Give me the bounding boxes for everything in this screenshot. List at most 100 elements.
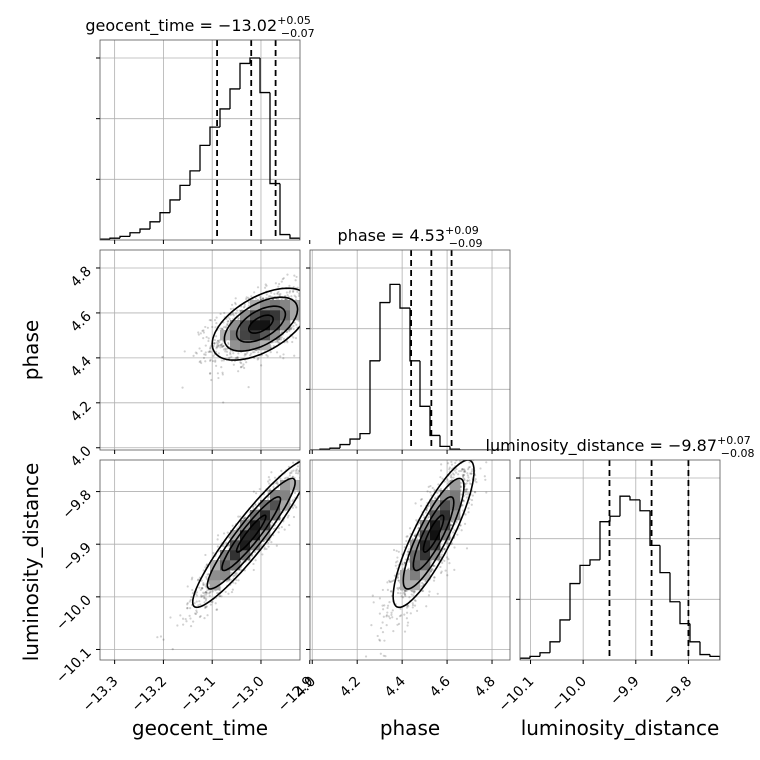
scatter-point [462,474,465,477]
x-tick-label: −9.9 [607,674,642,709]
scatter-point [463,479,466,482]
scatter-point [215,364,218,367]
scatter-point [431,568,434,571]
scatter-point [433,576,436,579]
scatter-point [383,639,386,642]
scatter-point [411,603,415,607]
density-cell [240,550,251,561]
scatter-point [186,603,189,606]
scatter-point [301,323,303,325]
scatter-point [237,317,240,320]
scatter-point [202,331,206,334]
scatter-point [221,373,224,376]
scatter-point [259,297,262,300]
density-cell [250,520,261,531]
scatter-point [412,590,415,593]
scatter-point [242,518,245,521]
scatter-point [280,469,283,472]
scatter-point [216,534,220,537]
scatter-point [303,308,305,310]
scatter-point [222,326,226,329]
scatter-point [403,630,407,633]
scatter-point [208,318,211,322]
scatter-point [198,347,201,350]
grid [100,460,300,660]
scatter-point [466,474,469,477]
scatter-point [296,290,299,293]
histogram-bar [649,510,660,546]
scatter-point [250,295,253,298]
scatter-point [201,586,204,590]
scatter-point [274,340,277,343]
scatter-point [243,352,247,356]
density-cell [250,320,261,331]
panel-phase-vs-geocent-time: 4.0 4.2 4.4 4.6 4.8 phase [19,249,311,470]
scatter-point [467,507,470,510]
histogram-bar [409,308,420,362]
scatter-point [219,327,222,330]
scatter-point [453,469,456,472]
scatter-point [210,378,213,382]
scatter-point [208,582,211,586]
scatter-point [466,488,469,491]
density-cell [410,570,421,581]
scatter-point [441,561,444,564]
scatter-point [405,617,408,620]
scatter-point [301,470,303,472]
scatter-point [415,609,419,612]
scatter-point [420,497,424,501]
scatter-point [395,549,398,552]
scatter-point [216,538,219,541]
scatter-point [450,523,453,526]
scatter-point [275,544,278,547]
histogram-bar [459,449,470,450]
scatter-point [206,589,209,592]
scatter-point [280,338,283,341]
scatter-point [464,493,468,496]
y-tick-label: −10.0 [53,592,95,634]
scatter-point [326,455,328,457]
scatter-point [217,339,220,342]
histogram-bar [559,619,570,642]
scatter-point [393,574,396,577]
scatter-point [269,351,272,354]
scatter-point [197,333,200,336]
scatter-point [240,365,243,369]
scatter-point [447,542,450,545]
y-ticks [306,491,310,650]
scatter-point [257,357,260,360]
scatter-point [247,386,250,389]
y-ticks [96,57,100,180]
scatter-point [386,606,389,610]
scatter-point [396,623,399,626]
scatter-point [243,569,246,572]
scatter-point [314,467,316,469]
scatter-point [214,359,217,362]
scatter-point [282,337,286,340]
scatter-point [433,564,436,568]
scatter-point [243,305,246,308]
scatter-point [467,468,470,471]
scatter-point [462,500,466,503]
scatter-point [256,286,260,289]
histogram-bar [199,144,210,171]
scatter-point [204,344,207,347]
scatter-point [198,586,201,589]
scatter-point [301,285,303,287]
scatter-point [276,291,279,295]
scatter-point [314,443,316,445]
scatter-point [201,595,204,598]
scatter-point [408,527,412,530]
scatter-point [237,515,240,518]
scatter-point [276,297,280,301]
scatter-point [225,580,228,583]
scatter-point [383,604,386,607]
scatter-point [243,516,246,519]
scatter-point [211,325,214,329]
scatter-point [440,463,443,466]
scatter-point [265,284,268,287]
scatter-point [295,506,298,509]
scatter-point [417,533,420,537]
scatter-point [231,588,234,591]
